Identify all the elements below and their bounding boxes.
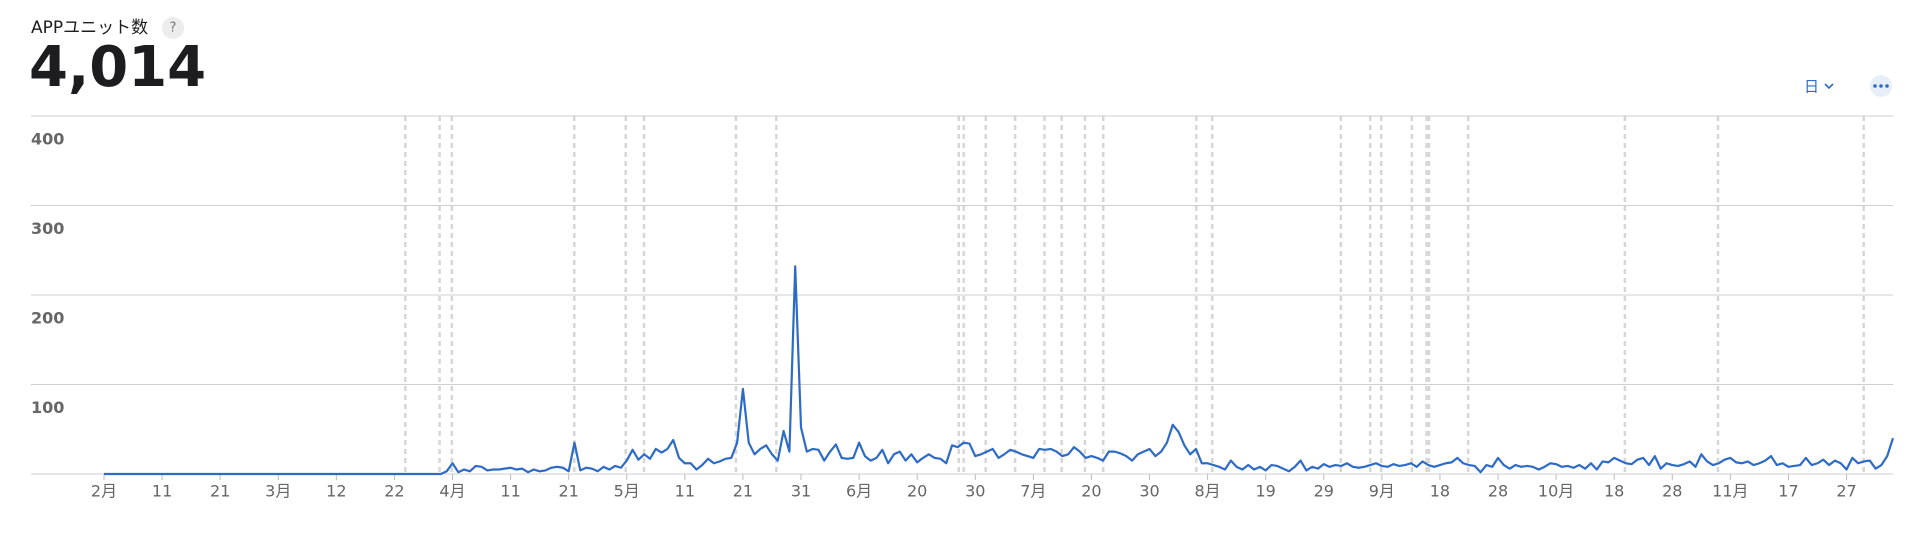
x-tick-label: 11: [500, 482, 520, 501]
help-icon[interactable]: [162, 17, 184, 39]
period-chevron[interactable]: [1824, 83, 1834, 90]
x-tick-label: 4月: [439, 482, 465, 501]
data-line: [104, 265, 1895, 476]
x-tick-label: 19: [1256, 482, 1276, 501]
x-tick-label: 21: [733, 482, 753, 501]
x-tick-label: 31: [791, 482, 811, 501]
x-tick-label: 18: [1430, 482, 1450, 501]
x-tick-label: 8月: [1195, 482, 1221, 501]
x-tick-label: 3月: [265, 482, 291, 501]
y-tick-label: 100: [31, 398, 64, 417]
y-tick-label: 400: [31, 130, 64, 149]
x-tick-label: 20: [907, 482, 927, 501]
more-dot[interactable]: [1885, 84, 1889, 88]
x-tick-label: 29: [1314, 482, 1334, 501]
y-tick-label: 200: [31, 309, 64, 328]
x-tick-label: 12: [326, 482, 346, 501]
total-value: 4,014: [29, 35, 206, 100]
x-tick-label: 20: [1081, 482, 1101, 501]
x-tick-label: 6月: [846, 482, 872, 501]
x-tick-label: 28: [1662, 482, 1682, 501]
x-tick-label: 18: [1604, 482, 1624, 501]
x-tick-label: 11: [152, 482, 172, 501]
x-tick-label: 17: [1778, 482, 1798, 501]
x-tick-label: 11: [675, 482, 695, 501]
x-tick-label: 21: [210, 482, 230, 501]
y-tick-label: 300: [31, 219, 64, 238]
more-dot[interactable]: [1873, 84, 1877, 88]
more-dot[interactable]: [1879, 84, 1883, 88]
x-tick-label: 27: [1836, 482, 1856, 501]
x-tick-label: 11月: [1712, 482, 1748, 501]
x-tick-label: 9月: [1369, 482, 1395, 501]
chart-title: APPユニット数: [31, 18, 148, 38]
x-tick-label: 30: [965, 482, 985, 501]
period-menu[interactable]: 日: [1804, 78, 1819, 96]
x-tick-label: 2月: [91, 482, 117, 501]
x-tick-label: 22: [384, 482, 404, 501]
x-tick-label: 7月: [1020, 482, 1046, 501]
help-text[interactable]: ?: [170, 21, 177, 36]
x-tick-label: 21: [558, 482, 578, 501]
x-tick-label: 10月: [1538, 482, 1574, 501]
event-markers: [404, 116, 1865, 474]
x-tick-label: 30: [1139, 482, 1159, 501]
x-tick-label: 5月: [614, 482, 640, 501]
x-tick-label: 28: [1488, 482, 1508, 501]
